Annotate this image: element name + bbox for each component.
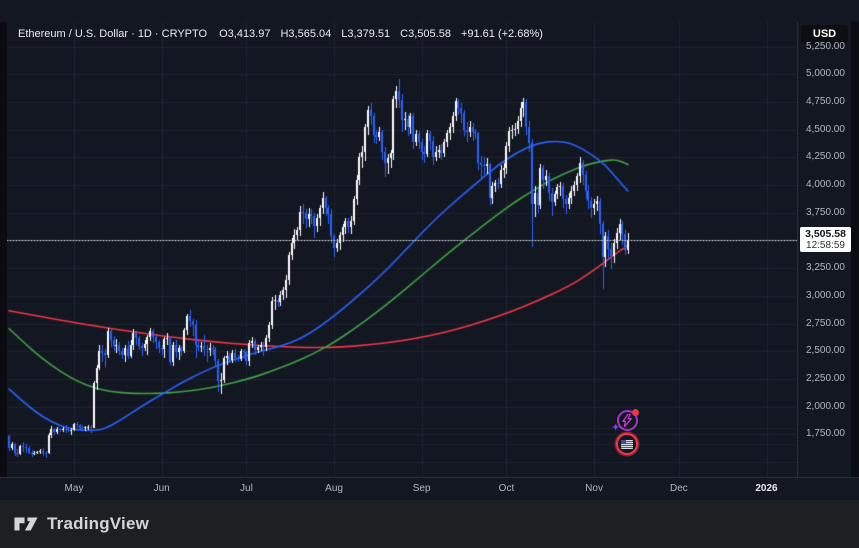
- ohlc-high: H3,565.04: [280, 28, 332, 40]
- time-axis-label: Jun: [153, 483, 170, 494]
- us-flag: [621, 439, 633, 449]
- currency-usd-button[interactable]: USD: [801, 25, 848, 44]
- price-tick-label: 3,750.00: [806, 206, 845, 218]
- price-tick-label: 2,250.00: [806, 372, 845, 384]
- price-tick-label: 4,000.00: [806, 179, 845, 191]
- ohlc-close: C3,505.58: [400, 28, 451, 40]
- tradingview-logo-icon[interactable]: [13, 513, 39, 535]
- ai-flash-event-icon[interactable]: ✦: [611, 409, 639, 434]
- time-axis-label: Nov: [585, 483, 603, 494]
- price-tick-label: 4,250.00: [806, 151, 845, 163]
- sparkle-icon: ✦: [611, 422, 621, 434]
- footer-bar: TradingView: [0, 500, 859, 548]
- time-axis-label: 2026: [755, 483, 778, 494]
- lightning-bolt-icon: [622, 414, 632, 427]
- ohlc-change: +91.61 (+2.68%): [460, 28, 543, 40]
- price-axis-separator: [797, 22, 798, 500]
- price-tick-label: 1,750.00: [806, 428, 845, 440]
- price-tick-label: 4,500.00: [806, 123, 845, 135]
- symbol-header: Ethereum / U.S. Dollar · 1D · CRYPTO O3,…: [18, 28, 543, 40]
- current-price-value: 3,505.58: [805, 228, 846, 241]
- current-price-label: 3,505.58 12:58:59: [800, 227, 851, 253]
- price-tick-label: 3,250.00: [806, 262, 845, 274]
- time-axis-separator: [0, 477, 859, 478]
- time-axis[interactable]: May Jun Jul Aug Sep Oct Nov Dec 2026: [0, 478, 859, 500]
- time-axis-label: Sep: [412, 483, 431, 494]
- price-tick-label: 2,750.00: [806, 317, 845, 329]
- bar-countdown: 12:58:59: [806, 240, 845, 252]
- right-margin: [851, 22, 859, 500]
- price-tick-label: 2,500.00: [806, 345, 845, 357]
- price-tick-label: 2,000.00: [806, 400, 845, 412]
- symbol-title[interactable]: Ethereum / U.S. Dollar · 1D · CRYPTO: [18, 28, 208, 40]
- price-tick-label: 3,000.00: [806, 289, 845, 301]
- price-tick-label: 5,250.00: [806, 40, 845, 52]
- price-axis[interactable]: 3,505.58 12:58:59 5,250.00 5,000.00 4,750.…: [798, 22, 851, 478]
- time-axis-label: May: [64, 483, 84, 494]
- left-margin: [0, 22, 7, 478]
- time-axis-label: Jul: [240, 483, 253, 494]
- time-axis-label: Aug: [325, 483, 343, 494]
- price-tick-label: 4,750.00: [806, 95, 845, 107]
- flag-canton: [621, 439, 626, 444]
- time-axis-label: Oct: [498, 483, 515, 494]
- us-flag-event-icon[interactable]: [616, 433, 638, 455]
- time-axis-label: Dec: [669, 483, 688, 494]
- price-tick-label: 5,000.00: [806, 68, 845, 80]
- ohlc-low: L3,379.51: [341, 28, 391, 40]
- tradingview-wordmark[interactable]: TradingView: [47, 514, 150, 533]
- ohlc-open: O3,413.97: [219, 28, 271, 40]
- red-notification-dot: [632, 409, 639, 416]
